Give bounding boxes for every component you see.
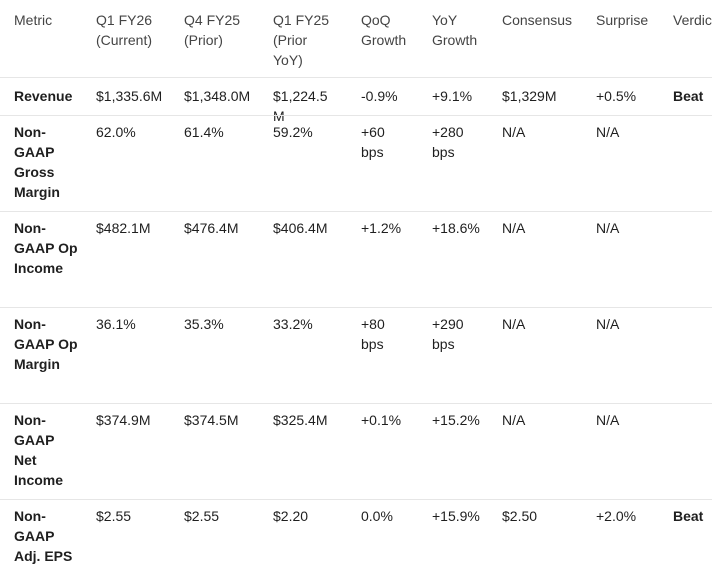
table-cell: N/A [502, 124, 526, 140]
table-cell: +280 bps [432, 124, 464, 160]
table-cell: N/A [596, 316, 620, 332]
table-cell: +0.1% [361, 412, 402, 428]
table-cell: $2.55 [96, 508, 132, 524]
header-cell: QoQ Growth [361, 12, 407, 48]
row-divider [0, 77, 712, 78]
header-cell: Consensus [502, 12, 573, 28]
table-cell: $2.50 [502, 508, 538, 524]
row-label: Non-GAAP Op Income [14, 220, 78, 276]
row-divider [0, 499, 712, 500]
table-cell: N/A [502, 316, 526, 332]
table-cell: 59.2% [273, 124, 313, 140]
row-label: Revenue [14, 88, 73, 104]
table-cell: N/A [596, 412, 620, 428]
header-cell: Metric [14, 12, 53, 28]
table-cell: +60 bps [361, 124, 385, 160]
table-cell: 0.0% [361, 508, 393, 524]
table-cell: $1,348.0M [184, 88, 251, 104]
table-cell: $2.20 [273, 508, 309, 524]
table-cell: N/A [596, 220, 620, 236]
table-cell: +80 bps [361, 316, 385, 352]
table-cell: 35.3% [184, 316, 224, 332]
table-cell: N/A [502, 412, 526, 428]
table-cell: -0.9% [361, 88, 398, 104]
table-cell: $476.4M [184, 220, 239, 236]
table-cell: 62.0% [96, 124, 136, 140]
row-divider [0, 403, 712, 404]
table-cell: Beat [673, 508, 704, 524]
table-cell: +15.2% [432, 412, 480, 428]
table-cell: 33.2% [273, 316, 313, 332]
table-cell: $374.5M [184, 412, 239, 428]
table-cell: N/A [596, 124, 620, 140]
header-cell: Q4 FY25 (Prior) [184, 12, 241, 48]
row-label: Non-GAAP Net Income [14, 412, 64, 488]
table-cell: Beat [673, 88, 704, 104]
table-cell: +1.2% [361, 220, 402, 236]
table-cell: +9.1% [432, 88, 473, 104]
table-cell: $1,335.6M [96, 88, 163, 104]
table-cell: $374.9M [96, 412, 151, 428]
table-cell: +290 bps [432, 316, 464, 352]
row-label: Non-GAAP Gross Margin [14, 124, 60, 200]
header-cell: Q1 FY26 (Current) [96, 12, 153, 48]
row-divider [0, 115, 712, 116]
header-cell: Surprise [596, 12, 649, 28]
table-cell: +15.9% [432, 508, 480, 524]
table-cell: 36.1% [96, 316, 136, 332]
table-cell: $482.1M [96, 220, 151, 236]
table-cell: $325.4M [273, 412, 328, 428]
table-cell: N/A [502, 220, 526, 236]
row-label: Non-GAAP Op Margin [14, 316, 78, 372]
table-cell: 61.4% [184, 124, 224, 140]
table-cell: $1,224.5M [273, 88, 328, 124]
row-divider [0, 211, 712, 212]
table-cell: $2.55 [184, 508, 220, 524]
header-cell: YoY Growth [432, 12, 478, 48]
table-cell: +2.0% [596, 508, 637, 524]
table-cell: +18.6% [432, 220, 480, 236]
header-cell: Q1 FY25 (Prior YoY) [273, 12, 330, 68]
table-cell: $1,329M [502, 88, 557, 104]
row-label: Non-GAAP Adj. EPS [14, 508, 73, 564]
row-divider [0, 307, 712, 308]
table-cell: +0.5% [596, 88, 637, 104]
table-cell: $406.4M [273, 220, 328, 236]
header-cell: Verdict [673, 12, 712, 28]
